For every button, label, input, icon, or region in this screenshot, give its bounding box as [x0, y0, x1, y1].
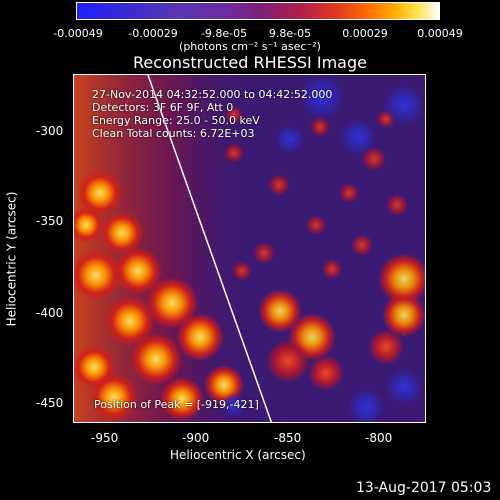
colorbar-tick: 9.8e-05: [268, 27, 312, 40]
image-title: Reconstructed RHESSI Image: [133, 53, 367, 72]
peak-position-annotation: Position of Peak = [-919,-421]: [94, 398, 259, 411]
energy-range-annotation: Energy Range: 25.0 - 50.0 keV: [92, 114, 260, 127]
y-tick-label: -450: [36, 396, 64, 410]
detectors-annotation: Detectors: 3F 6F 9F, Att 0: [92, 101, 234, 114]
rhessi-image-svg: [74, 75, 425, 422]
colorbar-tick: -0.00029: [128, 27, 178, 40]
x-axis-label: Heliocentric X (arcsec): [170, 448, 306, 462]
x-tick-label: -950: [91, 431, 119, 445]
x-tick-label: -850: [274, 431, 302, 445]
x-tick-label: -800: [365, 431, 393, 445]
clean-total-counts-annotation: Clean Total counts: 6.72E+03: [92, 127, 255, 140]
generated-date: 13-Aug-2017 05:03: [356, 480, 492, 496]
colorbar-tick: -0.00049: [53, 27, 103, 40]
y-tick-label: -300: [36, 124, 64, 138]
colorbar: [76, 2, 440, 20]
y-axis-label: Heliocentric Y (arcsec): [4, 191, 19, 327]
colorbar-tick: 0.00029: [342, 27, 388, 40]
colorbar-tick: -9.8e-05: [200, 27, 248, 40]
x-tick-label: -900: [182, 431, 210, 445]
time-range-annotation: 27-Nov-2014 04:32:52.000 to 04:42:52.000: [92, 88, 333, 101]
colorbar-tick: 0.00049: [417, 27, 463, 40]
rhessi-image: 27-Nov-2014 04:32:52.000 to 04:42:52.000…: [73, 74, 426, 423]
y-tick-label: -350: [36, 214, 64, 228]
y-tick-label: -400: [36, 306, 64, 320]
colorbar-units: (photons cm⁻² s⁻¹ asec⁻²): [179, 40, 321, 53]
limb-line: [147, 75, 273, 422]
